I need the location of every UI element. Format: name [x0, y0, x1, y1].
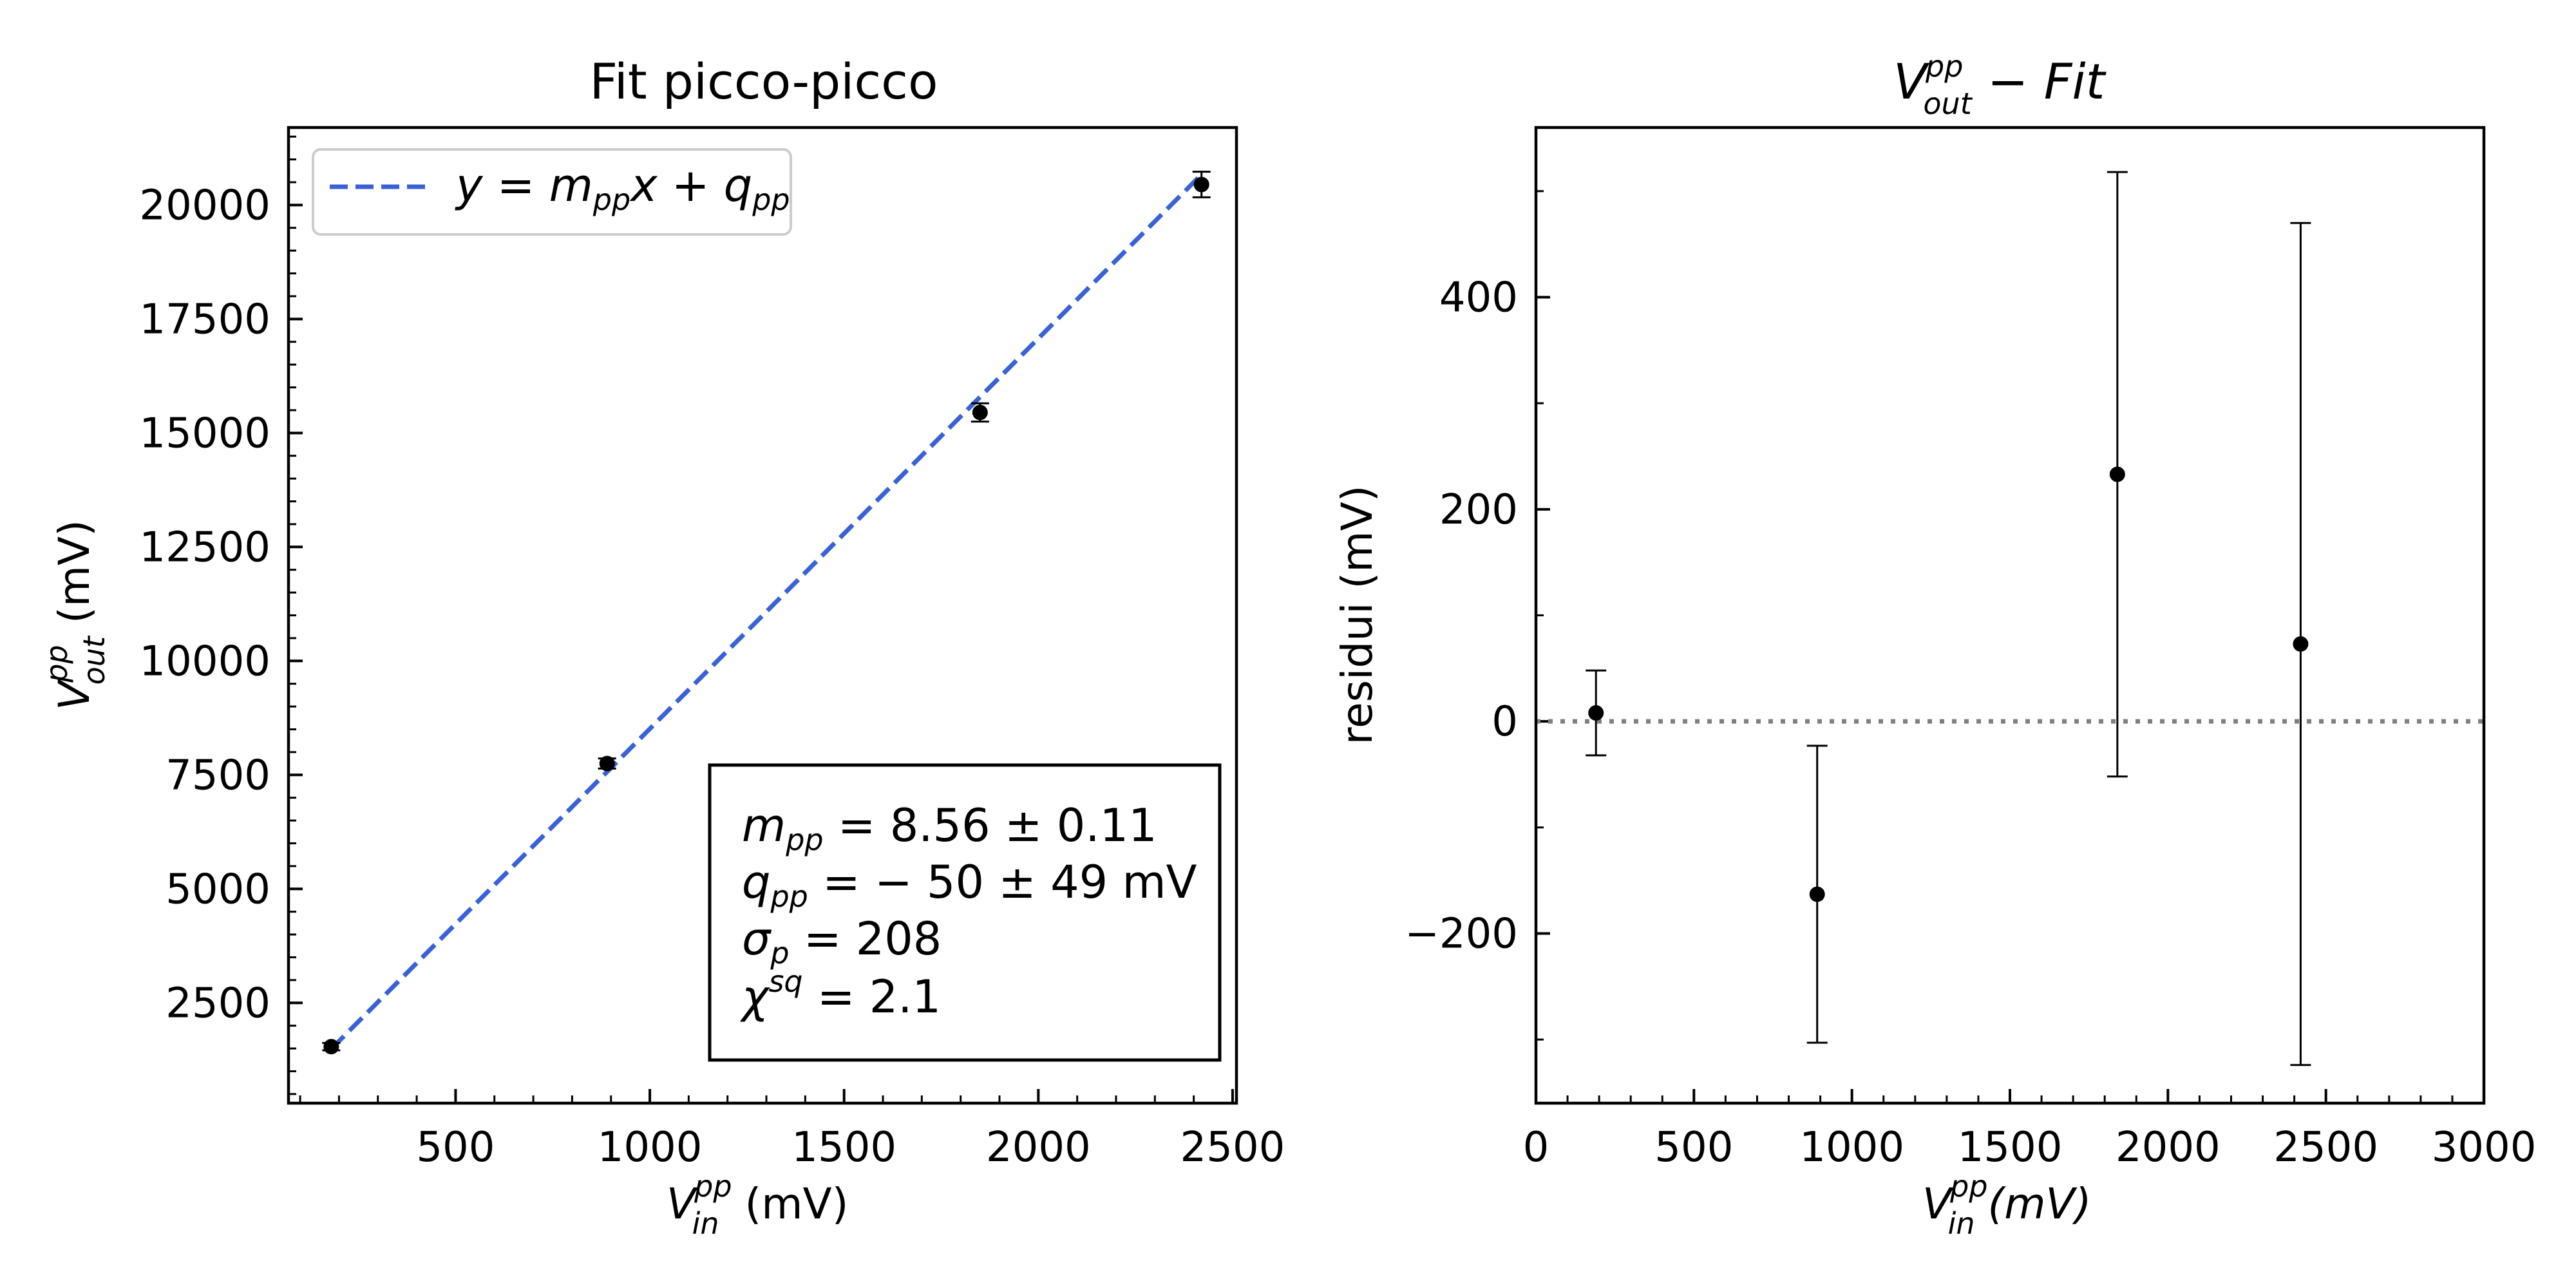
left-x-tick-label: 2000	[986, 1124, 1091, 1171]
right-y-tick-label: 400	[1439, 274, 1518, 321]
right-plot-area: 0 500 1000 1500 2000 2500 3000 −200 0 200 400	[1405, 171, 2537, 1171]
left-y-axis-label: Vppout(mV)	[39, 520, 111, 710]
legend-fit-label: y = mppx + qpp	[455, 159, 790, 217]
fit-q-value: qpp = − 50 ± 49 mV	[742, 856, 1197, 914]
right-plot-frame	[1534, 126, 2486, 1105]
left-y-tick-label: 7500	[166, 752, 270, 799]
fit-chi-value: χsq = 2.1	[739, 964, 941, 1023]
right-chart: Vpp out − Fit 0 500 1000 1500 2000 2500 3000−20…	[1332, 49, 2536, 1241]
right-y-tick-label: 200	[1439, 486, 1518, 534]
fit-sigma-value: σp = 208	[742, 913, 942, 971]
right-x-tick-label: 2500	[2273, 1124, 2378, 1171]
right-chart-title: Vpp out − Fit	[1893, 49, 2107, 121]
left-x-tick-label: 1500	[791, 1124, 896, 1171]
left-y-tick-label: 17500	[139, 296, 270, 343]
right-data-point-0	[1588, 705, 1604, 721]
left-chart-title: Fit picco-picco	[590, 53, 938, 110]
right-y-tick-label: 0	[1492, 698, 1518, 746]
left-plot-area: 500 1000 1500 2000 2500 2500 5000 7500 10000 1250…	[139, 135, 1285, 1171]
left-y-tick-label: 15000	[139, 410, 270, 457]
right-x-tick-label: 0	[1523, 1124, 1549, 1171]
right-y-tick-label: −200	[1405, 911, 1518, 958]
left-y-tick-label: 20000	[139, 182, 270, 229]
right-x-tick-label: 500	[1654, 1124, 1733, 1171]
right-x-tick-label: 1500	[1958, 1124, 2063, 1171]
left-x-axis-label: Vpp in (mV)	[667, 1169, 848, 1241]
left-y-tick-label: 10000	[139, 638, 270, 685]
left-data-point-1	[599, 755, 615, 772]
right-x-tick-label: 2000	[2116, 1124, 2221, 1171]
left-plot-frame	[287, 126, 1238, 1105]
right-x-axis-label: Vpp in (mV)	[1922, 1169, 2091, 1241]
left-x-tick-label: 500	[416, 1124, 495, 1171]
right-data-point-3	[2293, 636, 2309, 652]
right-data-point-1	[1809, 886, 1825, 902]
left-data-point-3	[1193, 176, 1209, 193]
right-x-tick-label: 3000	[2432, 1124, 2537, 1171]
left-y-tick-label: 12500	[139, 524, 270, 571]
right-data-point-2	[2109, 466, 2125, 482]
left-x-tick-label: 1000	[598, 1124, 703, 1171]
left-chart: Fit picco-picco 500 1000 1500 2000 250025005…	[39, 53, 1285, 1241]
right-x-tick-label: 1000	[1799, 1124, 1904, 1171]
left-y-tick-label: 2500	[166, 980, 270, 1027]
left-data-point-0	[323, 1039, 339, 1055]
fit-results-box: mpp = 8.56 ± 0.11 qpp = − 50 ± 49 mV σp …	[708, 763, 1222, 1062]
left-legend: y = mppx + qpp	[312, 148, 792, 236]
left-x-tick-label: 2500	[1180, 1124, 1285, 1171]
fit-m-value: mpp = 8.56 ± 0.11	[742, 799, 1157, 857]
left-y-tick-label: 5000	[166, 866, 270, 913]
right-y-axis-label: residui (mV)	[1332, 486, 1382, 745]
left-data-point-2	[972, 404, 988, 421]
